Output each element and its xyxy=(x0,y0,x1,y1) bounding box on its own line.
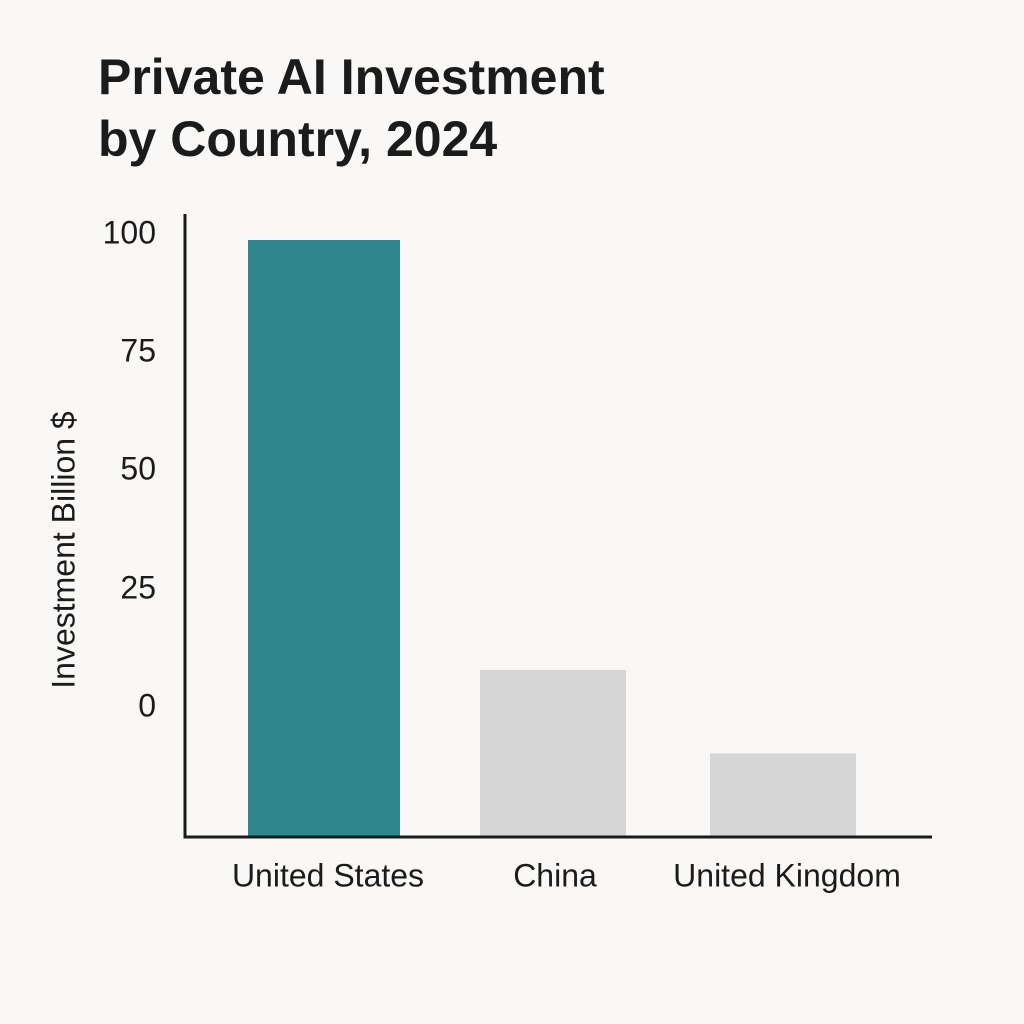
y-axis-label: Investment Billion $ xyxy=(45,411,81,689)
chart-title-line-1: Private AI Investment xyxy=(98,49,605,105)
bar-united-kingdom xyxy=(710,753,856,837)
chart-title: Private AI Investment by Country, 2024 xyxy=(98,46,605,170)
y-tick-labels: 100 75 50 25 0 xyxy=(103,214,156,723)
bar-china xyxy=(480,669,626,837)
bars xyxy=(248,240,856,837)
x-tick-label: China xyxy=(513,857,597,893)
y-tick-label: 25 xyxy=(120,569,156,605)
x-tick-label: United Kingdom xyxy=(673,857,901,893)
y-tick-label: 75 xyxy=(120,332,156,368)
y-tick-label: 100 xyxy=(103,214,156,250)
chart-title-line-2: by Country, 2024 xyxy=(98,111,498,167)
bar-united-states xyxy=(248,240,400,837)
y-tick-label: 50 xyxy=(120,450,156,486)
x-tick-labels: United States China United Kingdom xyxy=(232,857,901,893)
x-tick-label: United States xyxy=(232,857,424,893)
y-tick-label: 0 xyxy=(138,687,156,723)
